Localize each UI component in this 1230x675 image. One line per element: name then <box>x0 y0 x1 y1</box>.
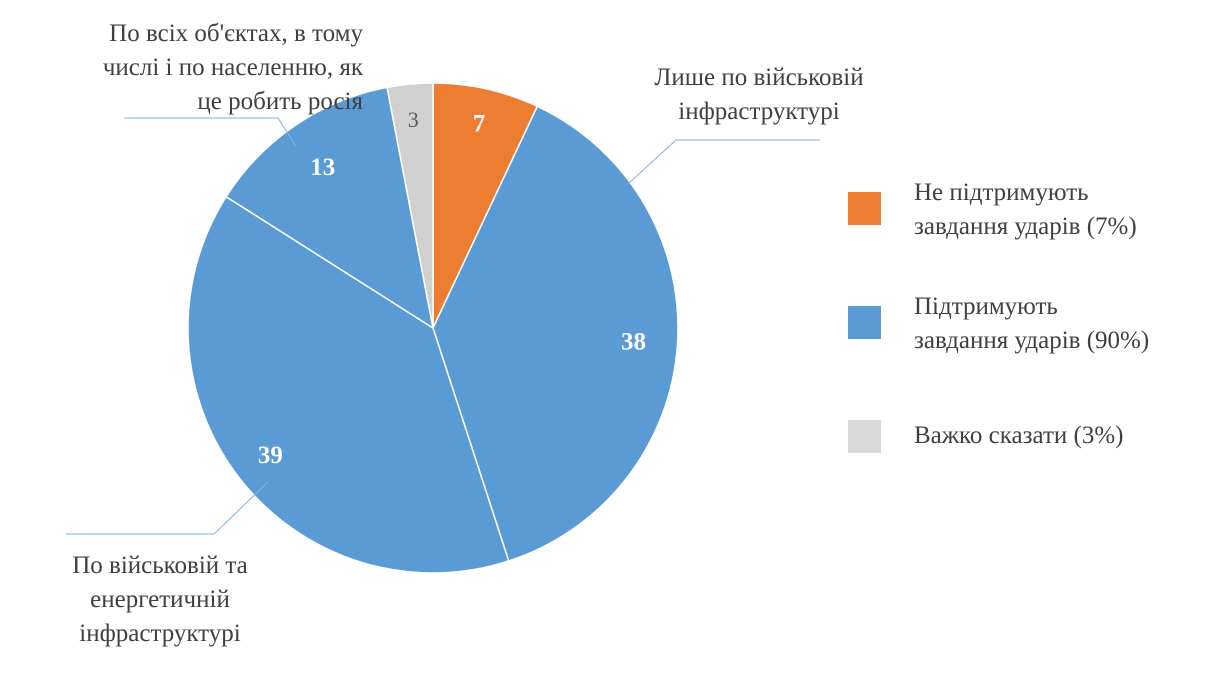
callout-military-energy-line-1: По військовій та <box>72 552 248 579</box>
pie-value-label-2: 39 <box>258 442 283 469</box>
legend-swatch-blue <box>848 306 881 339</box>
legend-swatch-gray <box>848 420 881 453</box>
legend-swatch-orange <box>848 192 881 225</box>
legend-label-line: завдання ударів (7%) <box>914 213 1137 240</box>
leader-line-military <box>627 139 820 185</box>
callout-military-line-1: Лише по військовій <box>654 64 864 91</box>
callout-military-energy-line-3: інфраструктурі <box>79 620 241 647</box>
legend-label-not-support: Не підтримують завдання ударів (7%) <box>914 176 1214 244</box>
callout-military-energy: По військовій та енергетичній інфраструк… <box>40 549 280 651</box>
legend-label-line: Підтримують <box>914 293 1058 320</box>
legend-label-hard-to-say: Важко сказати (3%) <box>914 419 1214 453</box>
pie-slice-1 <box>432 105 679 562</box>
callout-all-objects-line-1: По всіх об'єктах, в тому <box>109 20 363 47</box>
callout-all-objects-line-2: числі і по населенню, як <box>102 54 363 81</box>
pie-value-label-3: 13 <box>310 154 335 181</box>
callout-military-energy-line-2: енергетичній <box>90 586 230 613</box>
pie-slice-4 <box>386 82 434 329</box>
callout-military: Лише по військовій інфраструктурі <box>628 61 890 129</box>
callout-all-objects-line-3: це робить росія <box>197 88 363 115</box>
leader-line-all-objects <box>124 117 297 147</box>
leader-line-military-energy <box>66 481 269 535</box>
pie-value-label-1: 38 <box>621 329 646 356</box>
pie-value-label-4: 3 <box>408 107 419 132</box>
pie-slice-3 <box>225 86 435 330</box>
legend-label-line: Не підтримують <box>914 179 1089 206</box>
legend-label-line: завдання ударів (90%) <box>914 327 1150 354</box>
legend-label-line: Важко сказати (3%) <box>914 422 1124 449</box>
pie-value-label-0: 7 <box>473 110 486 137</box>
pie-slice-2 <box>187 195 510 574</box>
callout-all-objects: По всіх об'єктах, в тому числі і по насе… <box>58 17 363 119</box>
callout-military-line-2: інфраструктурі <box>678 98 840 125</box>
legend-label-support: Підтримують завдання ударів (90%) <box>914 290 1214 358</box>
pie-slice-0 <box>432 82 539 329</box>
